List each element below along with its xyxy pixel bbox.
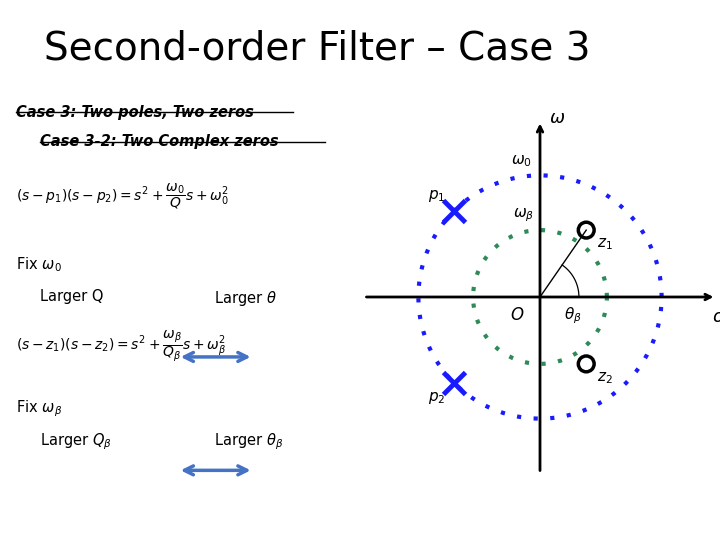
Text: $\theta_{\beta}$: $\theta_{\beta}$ — [564, 306, 582, 326]
Text: Larger Q: Larger Q — [40, 289, 103, 304]
Text: Case 3: Two poles, Two zeros: Case 3: Two poles, Two zeros — [16, 105, 253, 120]
Text: Fix $\omega_{\beta}$: Fix $\omega_{\beta}$ — [16, 399, 62, 420]
Text: $\omega$: $\omega$ — [549, 109, 564, 127]
Text: $z_1$: $z_1$ — [597, 236, 613, 252]
Text: $\mathit{O}$: $\mathit{O}$ — [510, 306, 524, 323]
Text: Second-order Filter – Case 3: Second-order Filter – Case 3 — [43, 30, 590, 68]
Text: $z_2$: $z_2$ — [597, 370, 613, 386]
Text: $\sigma$: $\sigma$ — [712, 308, 720, 326]
Text: Fix $\omega_0$: Fix $\omega_0$ — [16, 255, 62, 274]
Text: $\omega_0$: $\omega_0$ — [510, 153, 531, 170]
Text: $(s-p_1)(s-p_2)=s^2+\dfrac{\omega_0}{Q}s+\omega_0^2$: $(s-p_1)(s-p_2)=s^2+\dfrac{\omega_0}{Q}s… — [16, 181, 229, 211]
Text: Larger $\theta$: Larger $\theta$ — [214, 289, 276, 308]
Text: $\omega_{\beta}$: $\omega_{\beta}$ — [513, 206, 534, 224]
Text: $p_2$: $p_2$ — [428, 390, 446, 406]
Text: $(s-z_1)(s-z_2)=s^2+\dfrac{\omega_{\beta}}{Q_{\beta}}s+\omega_{\beta}^2$: $(s-z_1)(s-z_2)=s^2+\dfrac{\omega_{\beta… — [16, 329, 226, 364]
Text: Larger $Q_{\beta}$: Larger $Q_{\beta}$ — [40, 431, 112, 452]
Text: Larger $\theta_{\beta}$: Larger $\theta_{\beta}$ — [214, 431, 283, 452]
Text: $p_1$: $p_1$ — [428, 188, 446, 204]
Text: Case 3-2: Two Complex zeros: Case 3-2: Two Complex zeros — [40, 134, 278, 150]
